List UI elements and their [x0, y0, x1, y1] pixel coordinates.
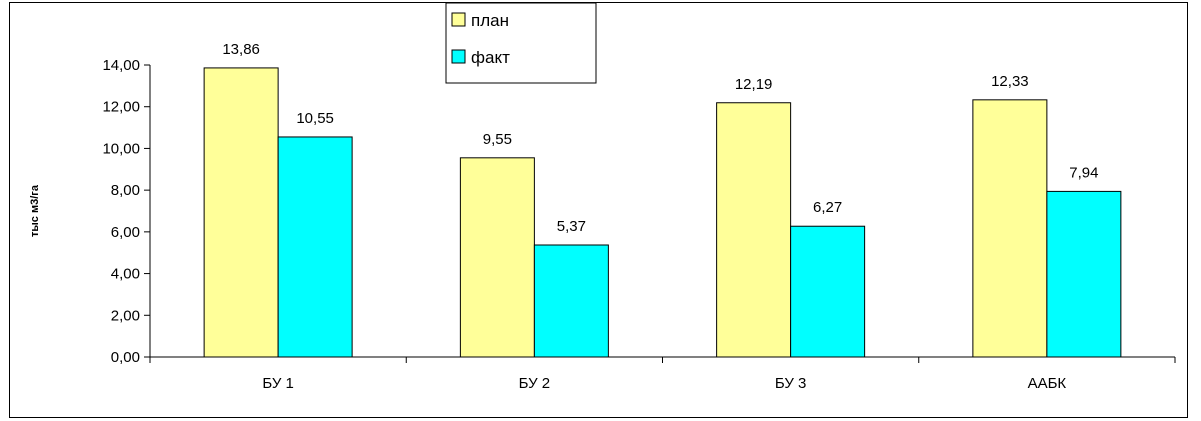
y-tick-label: 12,00 — [102, 99, 140, 116]
legend-label: факт — [471, 48, 510, 67]
category-label: ААБК — [1028, 375, 1067, 392]
data-label: 6,27 — [813, 199, 842, 216]
bar-fact — [277, 136, 353, 358]
legend-box — [445, 2, 597, 84]
bar-plan — [972, 99, 1048, 358]
bar-fact — [1046, 190, 1122, 358]
y-axis-label: тыс м3/га — [29, 184, 41, 237]
y-tick-label: 8,00 — [111, 182, 140, 199]
bar-plan — [459, 157, 535, 358]
data-label: 10,55 — [296, 110, 334, 127]
bar-plan — [203, 67, 279, 358]
data-label: 12,33 — [991, 73, 1029, 90]
y-tick-label: 0,00 — [111, 349, 140, 366]
bar-fact — [790, 225, 866, 358]
bar-plan — [716, 102, 792, 358]
data-label: 7,94 — [1069, 164, 1098, 181]
data-label: 5,37 — [557, 218, 586, 235]
data-label: 13,86 — [222, 41, 260, 58]
y-tick-label: 14,00 — [102, 57, 140, 74]
y-tick-label: 2,00 — [111, 307, 140, 324]
y-tick-label: 4,00 — [111, 266, 140, 283]
category-label: БУ 1 — [262, 375, 294, 392]
y-tick-label: 10,00 — [102, 140, 140, 157]
data-label: 12,19 — [735, 76, 773, 93]
category-label: БУ 2 — [519, 375, 551, 392]
legend-swatch-plan — [451, 12, 466, 27]
bar-fact — [533, 244, 609, 358]
y-tick-label: 6,00 — [111, 224, 140, 241]
legend-swatch-fact — [451, 49, 466, 64]
data-label: 9,55 — [483, 131, 512, 148]
legend-label: план — [471, 11, 509, 30]
category-label: БУ 3 — [775, 375, 807, 392]
